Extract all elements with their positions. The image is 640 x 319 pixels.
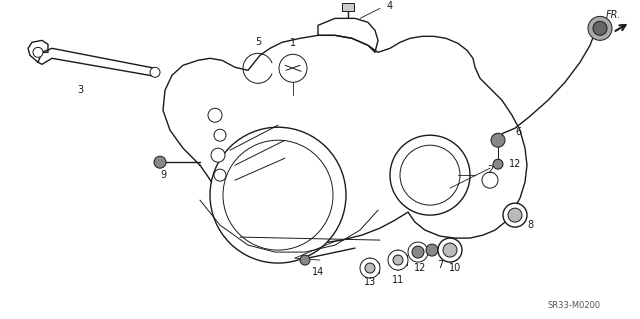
Text: 12: 12 bbox=[509, 159, 521, 169]
Circle shape bbox=[493, 159, 503, 169]
Text: FR.: FR. bbox=[605, 10, 621, 20]
Circle shape bbox=[588, 16, 612, 40]
Circle shape bbox=[365, 263, 375, 273]
Text: 6: 6 bbox=[515, 127, 521, 137]
Circle shape bbox=[503, 203, 527, 227]
Circle shape bbox=[154, 156, 166, 168]
Text: 3: 3 bbox=[77, 85, 83, 95]
Circle shape bbox=[443, 243, 457, 257]
Text: 10: 10 bbox=[449, 263, 461, 273]
Circle shape bbox=[593, 21, 607, 35]
Circle shape bbox=[210, 127, 346, 263]
Circle shape bbox=[438, 238, 462, 262]
Circle shape bbox=[214, 169, 226, 181]
Text: 9: 9 bbox=[160, 170, 166, 180]
Circle shape bbox=[360, 258, 380, 278]
Circle shape bbox=[412, 246, 424, 258]
Text: 7: 7 bbox=[437, 260, 443, 270]
Circle shape bbox=[390, 135, 470, 215]
Circle shape bbox=[426, 244, 438, 256]
Text: 11: 11 bbox=[392, 275, 404, 285]
Text: 14: 14 bbox=[312, 267, 324, 277]
Circle shape bbox=[508, 208, 522, 222]
Circle shape bbox=[33, 47, 43, 57]
FancyBboxPatch shape bbox=[342, 4, 354, 11]
Circle shape bbox=[208, 108, 222, 122]
Circle shape bbox=[279, 54, 307, 82]
Circle shape bbox=[491, 133, 505, 147]
Text: SR33-M0200: SR33-M0200 bbox=[548, 300, 601, 309]
Circle shape bbox=[300, 255, 310, 265]
Circle shape bbox=[214, 129, 226, 141]
Text: 2: 2 bbox=[487, 165, 493, 175]
Text: 13: 13 bbox=[364, 277, 376, 287]
Circle shape bbox=[211, 148, 225, 162]
Text: 1: 1 bbox=[290, 38, 296, 48]
Circle shape bbox=[388, 250, 408, 270]
Text: 4: 4 bbox=[387, 1, 393, 11]
Circle shape bbox=[393, 255, 403, 265]
Circle shape bbox=[150, 67, 160, 77]
Text: 12: 12 bbox=[414, 263, 426, 273]
Text: 5: 5 bbox=[255, 37, 261, 47]
Text: 8: 8 bbox=[527, 220, 533, 230]
Circle shape bbox=[482, 172, 498, 188]
